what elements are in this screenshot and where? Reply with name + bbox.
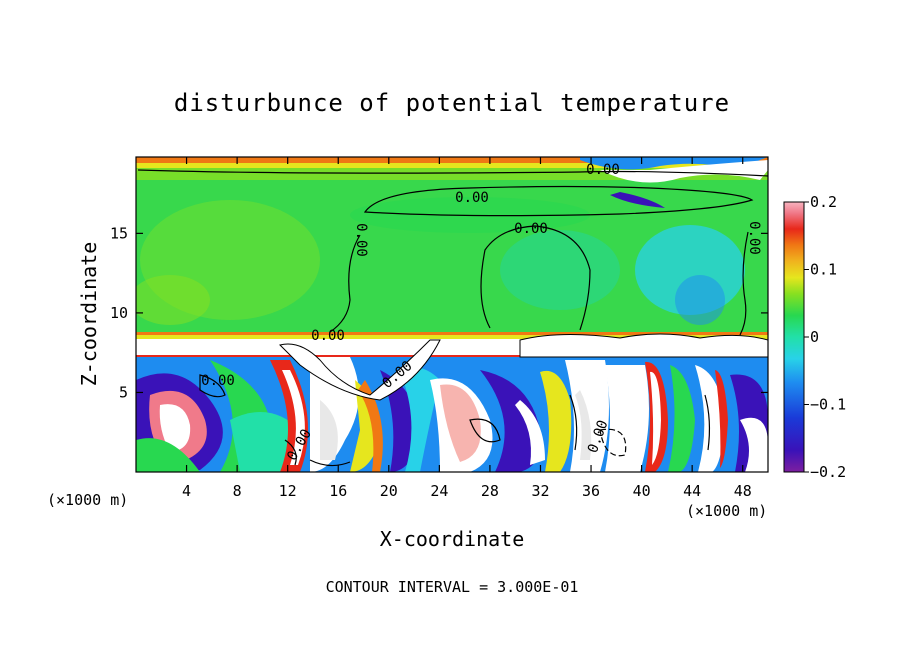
y-axis-ticks: 5 10 15: [110, 224, 768, 401]
x-tick-label: 24: [430, 482, 448, 500]
x-tick-label: 40: [633, 482, 651, 500]
colorbar-tick-label: −0.2: [810, 463, 846, 481]
x-tick-label: 44: [683, 482, 701, 500]
x-tick-label: 32: [531, 482, 549, 500]
x-tick-label: 48: [734, 482, 752, 500]
contour-label: 0.00: [311, 328, 345, 344]
y-tick-label: 5: [119, 383, 128, 401]
y-tick-label: 10: [110, 304, 128, 322]
contour-label: 0.00: [746, 221, 762, 255]
colorbar-tick-label: 0: [810, 328, 819, 346]
x-tick-label: 36: [582, 482, 600, 500]
x-tick-label: 8: [233, 482, 242, 500]
contour-interval-note: CONTOUR INTERVAL = 3.000E-01: [326, 578, 579, 596]
x-unit-label-left: (×1000 m): [47, 491, 128, 509]
x-unit-label-right: (×1000 m): [686, 502, 767, 520]
x-axis-label: X-coordinate: [380, 527, 525, 551]
y-axis-label: Z-coordinate: [77, 242, 101, 387]
contour-label: 0.00: [353, 223, 369, 257]
contour-lines: [137, 169, 768, 467]
colorbar: [783, 201, 805, 473]
x-tick-label: 4: [182, 482, 191, 500]
chart-title: disturbunce of potential temperature: [174, 89, 730, 117]
contour-label: 0.00: [586, 162, 620, 178]
contour-label: 0.00: [455, 190, 489, 206]
x-tick-label: 16: [329, 482, 347, 500]
plot-field: [136, 157, 768, 472]
contour-label: 0.00: [201, 373, 235, 389]
colorbar-tick-label: 0.2: [810, 193, 837, 211]
contour-label: 0.00: [514, 221, 548, 237]
y-tick-label: 15: [110, 224, 128, 242]
plot-frame: [135, 156, 769, 473]
x-tick-label: 28: [481, 482, 499, 500]
colorbar-tick-label: 0.1: [810, 261, 837, 279]
colorbar-tick-label: −0.1: [810, 396, 846, 414]
x-tick-label: 20: [380, 482, 398, 500]
x-axis-ticks: 4 8 12 16 20 24 28 32 36 40 44 48: [182, 157, 752, 500]
x-tick-label: 12: [279, 482, 297, 500]
colorbar-ticks: 0.2 0.1 0 −0.1 −0.2: [804, 193, 846, 481]
